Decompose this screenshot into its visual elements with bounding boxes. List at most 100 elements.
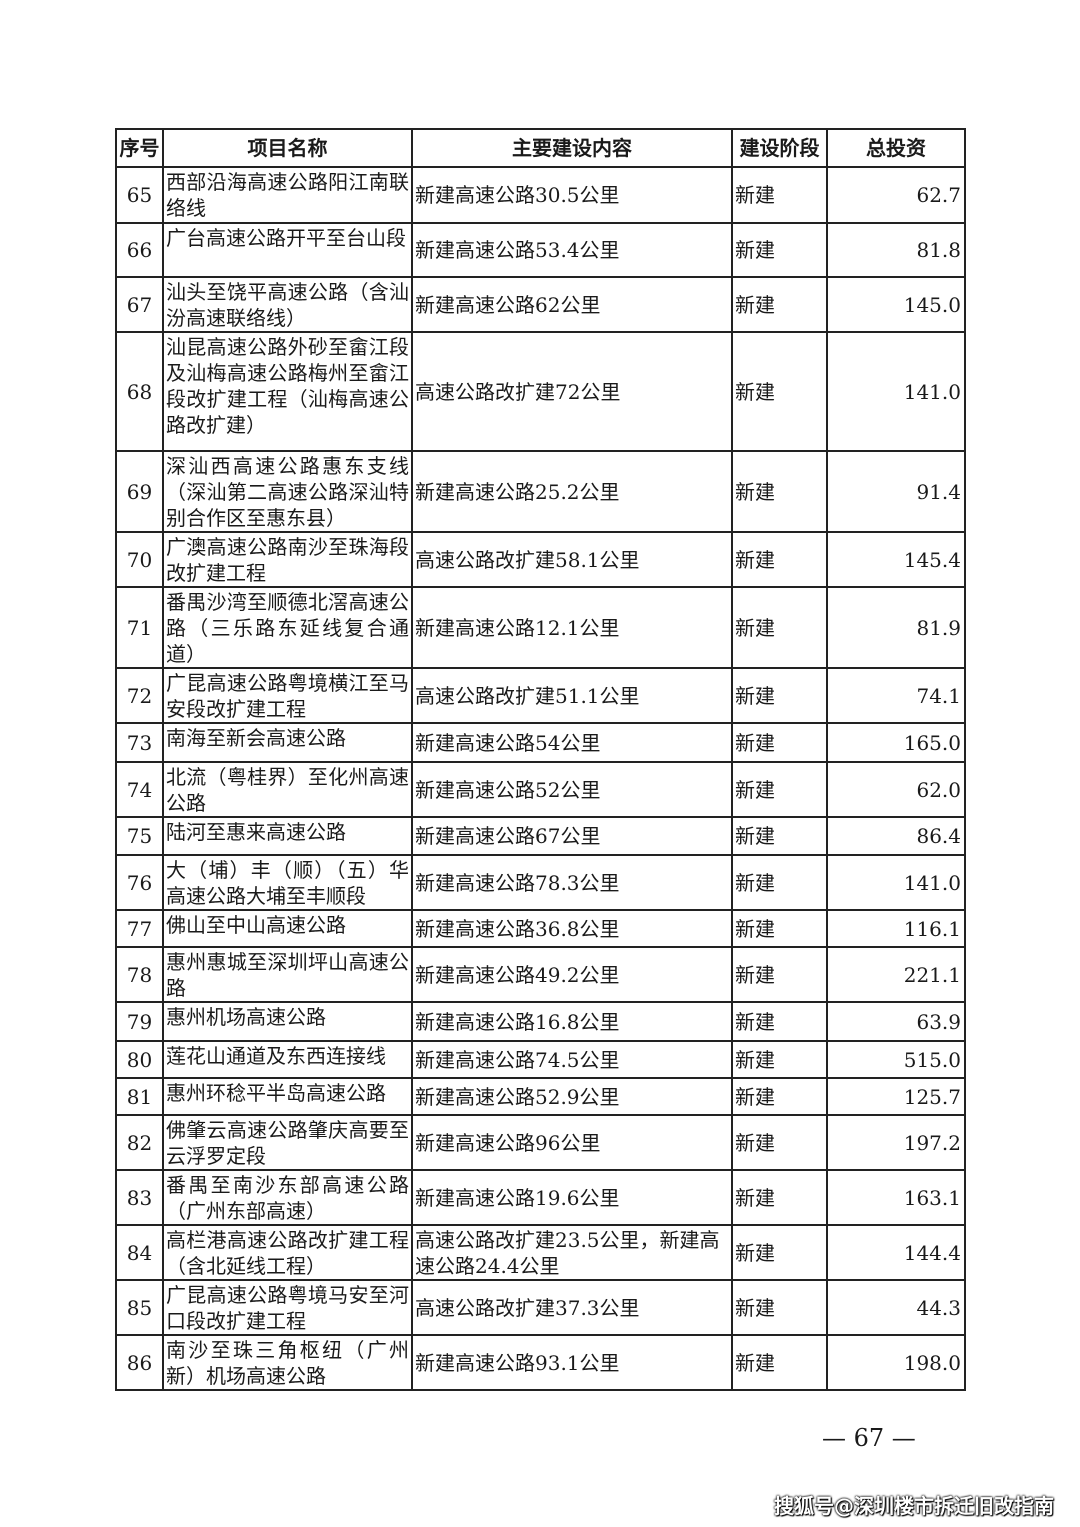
table-row: 83 番禺至南沙东部高速公路（广州东部高速） 新建高速公路19.6公里 新建 163.1 (115, 1169, 966, 1226)
cell-no: 75 (115, 816, 164, 856)
cell-stage: 新建 (731, 586, 828, 669)
table-row: 77 佛山至中山高速公路 新建高速公路36.8公里 新建 116.1 (115, 909, 966, 948)
header-content: 主要建设内容 (411, 128, 733, 168)
cell-stage: 新建 (731, 761, 828, 818)
cell-content: 新建高速公路49.2公里 (411, 946, 733, 1003)
cell-stage: 新建 (731, 722, 828, 763)
cell-no: 85 (115, 1279, 164, 1336)
cell-no: 72 (115, 667, 164, 724)
cell-name: 陆河至惠来高速公路 (162, 816, 413, 856)
header-stage: 建设阶段 (731, 128, 828, 168)
cell-stage: 新建 (731, 1001, 828, 1042)
table-row: 67 汕头至饶平高速公路（含汕汾高速联络线） 新建高速公路62公里 新建 145.0 (115, 276, 966, 333)
cell-name: 高栏港高速公路改扩建工程（含北延线工程） (162, 1224, 413, 1281)
table-header-row: 序号 项目名称 主要建设内容 建设阶段 总投资 (115, 128, 966, 168)
cell-stage: 新建 (731, 276, 828, 333)
cell-investment: 63.9 (826, 1001, 966, 1042)
cell-content: 新建高速公路78.3公里 (411, 854, 733, 911)
cell-name: 佛山至中山高速公路 (162, 909, 413, 948)
table-row: 73 南海至新会高速公路 新建高速公路54公里 新建 165.0 (115, 722, 966, 763)
cell-content: 新建高速公路30.5公里 (411, 166, 733, 224)
cell-name: 番禺沙湾至顺德北滘高速公路（三乐路东延线复合通道） (162, 586, 413, 669)
cell-name: 南沙至珠三角枢纽（广州新）机场高速公路 (162, 1334, 413, 1391)
cell-content: 新建高速公路96公里 (411, 1114, 733, 1171)
watermark: 搜狐号@深圳楼市拆迁旧改指南 (774, 1494, 1054, 1518)
cell-name: 西部沿海高速公路阳江南联络线 (162, 166, 413, 224)
cell-investment: 86.4 (826, 816, 966, 856)
cell-name: 番禺至南沙东部高速公路（广州东部高速） (162, 1169, 413, 1226)
cell-investment: 91.4 (826, 450, 966, 533)
cell-content: 高速公路改扩建37.3公里 (411, 1279, 733, 1336)
cell-name: 广昆高速公路粤境横江至马安段改扩建工程 (162, 667, 413, 724)
cell-stage: 新建 (731, 1077, 828, 1116)
cell-investment: 197.2 (826, 1114, 966, 1171)
cell-stage: 新建 (731, 1279, 828, 1336)
cell-stage: 新建 (731, 331, 828, 452)
cell-content: 新建高速公路53.4公里 (411, 222, 733, 278)
cell-investment: 62.7 (826, 166, 966, 224)
cell-no: 82 (115, 1114, 164, 1171)
cell-name: 惠州环稔平半岛高速公路 (162, 1077, 413, 1116)
table-row: 74 北流（粤桂界）至化州高速公路 新建高速公路52公里 新建 62.0 (115, 761, 966, 818)
cell-investment: 145.4 (826, 531, 966, 588)
cell-name: 南海至新会高速公路 (162, 722, 413, 763)
table-row: 84 高栏港高速公路改扩建工程（含北延线工程） 高速公路改扩建23.5公里，新建高速… (115, 1224, 966, 1281)
cell-content: 高速公路改扩建72公里 (411, 331, 733, 452)
cell-no: 67 (115, 276, 164, 333)
cell-name: 北流（粤桂界）至化州高速公路 (162, 761, 413, 818)
cell-content: 新建高速公路52公里 (411, 761, 733, 818)
table-row: 75 陆河至惠来高速公路 新建高速公路67公里 新建 86.4 (115, 816, 966, 856)
cell-name: 深汕西高速公路惠东支线（深汕第二高速公路深汕特别合作区至惠东县） (162, 450, 413, 533)
table-row: 71 番禺沙湾至顺德北滘高速公路（三乐路东延线复合通道） 新建高速公路12.1公里新… (115, 586, 966, 669)
cell-investment: 515.0 (826, 1040, 966, 1079)
cell-no: 83 (115, 1169, 164, 1226)
table-row: 68 汕昆高速公路外砂至畲江段及汕梅高速公路梅州至畲江段改扩建工程（汕梅高速公路改… (115, 331, 966, 452)
cell-stage: 新建 (731, 816, 828, 856)
cell-investment: 81.8 (826, 222, 966, 278)
cell-stage: 新建 (731, 667, 828, 724)
cell-name: 广澳高速公路南沙至珠海段改扩建工程 (162, 531, 413, 588)
table-row: 81 惠州环稔平半岛高速公路 新建高速公路52.9公里 新建 125.7 (115, 1077, 966, 1116)
cell-investment: 116.1 (826, 909, 966, 948)
cell-name: 惠州惠城至深圳坪山高速公路 (162, 946, 413, 1003)
table-row: 85 广昆高速公路粤境马安至河口段改扩建工程 高速公路改扩建37.3公里 新建 44.3 (115, 1279, 966, 1336)
cell-investment: 163.1 (826, 1169, 966, 1226)
table-row: 72 广昆高速公路粤境横江至马安段改扩建工程 高速公路改扩建51.1公里 新建 74.1 (115, 667, 966, 724)
cell-no: 74 (115, 761, 164, 818)
header-name: 项目名称 (162, 128, 413, 168)
cell-investment: 221.1 (826, 946, 966, 1003)
cell-name: 汕头至饶平高速公路（含汕汾高速联络线） (162, 276, 413, 333)
cell-investment: 74.1 (826, 667, 966, 724)
cell-no: 69 (115, 450, 164, 533)
cell-investment: 144.4 (826, 1224, 966, 1281)
cell-name: 佛肇云高速公路肇庆高要至云浮罗定段 (162, 1114, 413, 1171)
cell-stage: 新建 (731, 450, 828, 533)
cell-content: 新建高速公路19.6公里 (411, 1169, 733, 1226)
cell-investment: 125.7 (826, 1077, 966, 1116)
page-number: — 67 — (822, 1424, 916, 1452)
cell-content: 新建高速公路54公里 (411, 722, 733, 763)
cell-investment: 81.9 (826, 586, 966, 669)
cell-no: 73 (115, 722, 164, 763)
table-row: 78 惠州惠城至深圳坪山高速公路 新建高速公路49.2公里 新建 221.1 (115, 946, 966, 1003)
cell-content: 新建高速公路74.5公里 (411, 1040, 733, 1079)
table-row: 80 莲花山通道及东西连接线 新建高速公路74.5公里 新建 515.0 (115, 1040, 966, 1079)
cell-investment: 141.0 (826, 854, 966, 911)
cell-no: 84 (115, 1224, 164, 1281)
cell-no: 76 (115, 854, 164, 911)
header-no: 序号 (115, 128, 164, 168)
table-row: 82 佛肇云高速公路肇庆高要至云浮罗定段 新建高速公路96公里 新建 197.2 (115, 1114, 966, 1171)
cell-no: 70 (115, 531, 164, 588)
cell-name: 广昆高速公路粤境马安至河口段改扩建工程 (162, 1279, 413, 1336)
cell-stage: 新建 (731, 854, 828, 911)
cell-investment: 198.0 (826, 1334, 966, 1391)
cell-content: 新建高速公路36.8公里 (411, 909, 733, 948)
cell-stage: 新建 (731, 909, 828, 948)
header-investment: 总投资 (826, 128, 966, 168)
cell-no: 79 (115, 1001, 164, 1042)
table-row: 66 广台高速公路开平至台山段 新建高速公路53.4公里 新建 81.8 (115, 222, 966, 278)
cell-investment: 44.3 (826, 1279, 966, 1336)
cell-investment: 62.0 (826, 761, 966, 818)
cell-stage: 新建 (731, 166, 828, 224)
cell-name: 大（埔）丰（顺）（五）华高速公路大埔至丰顺段 (162, 854, 413, 911)
